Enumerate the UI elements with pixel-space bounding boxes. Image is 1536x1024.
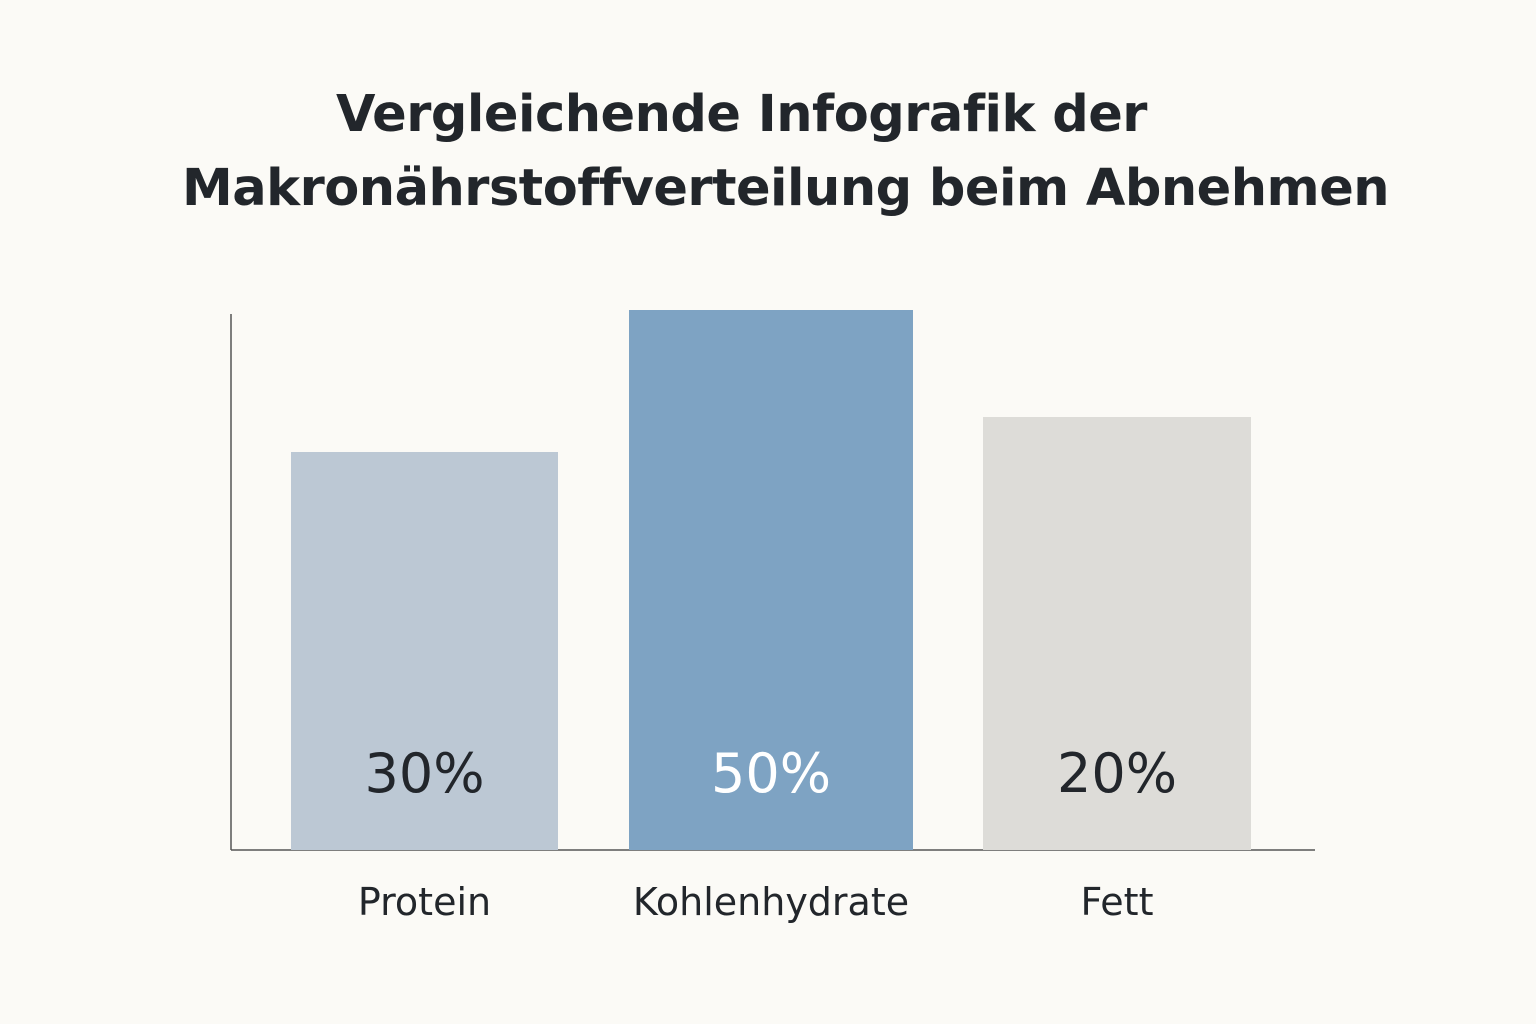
bar-protein [291, 452, 558, 850]
value-label-fett: 20% [1057, 742, 1177, 805]
bar-fett [983, 417, 1251, 850]
category-label-kohlenhydrate: Kohlenhydrate [633, 880, 909, 924]
value-label-protein: 30% [364, 742, 484, 805]
chart-title-line-1: Vergleichende Infografik der [336, 85, 1147, 144]
chart-title-line-2: Makronährstoffverteilung beim Abnehmen [182, 159, 1390, 218]
bar-kohlenhydrate [629, 310, 913, 850]
value-label-kohlenhydrate: 50% [711, 742, 831, 805]
chart-title: Vergleichende Infografik der Makronährst… [0, 78, 1536, 226]
category-label-protein: Protein [358, 880, 491, 924]
category-label-fett: Fett [1081, 880, 1154, 924]
